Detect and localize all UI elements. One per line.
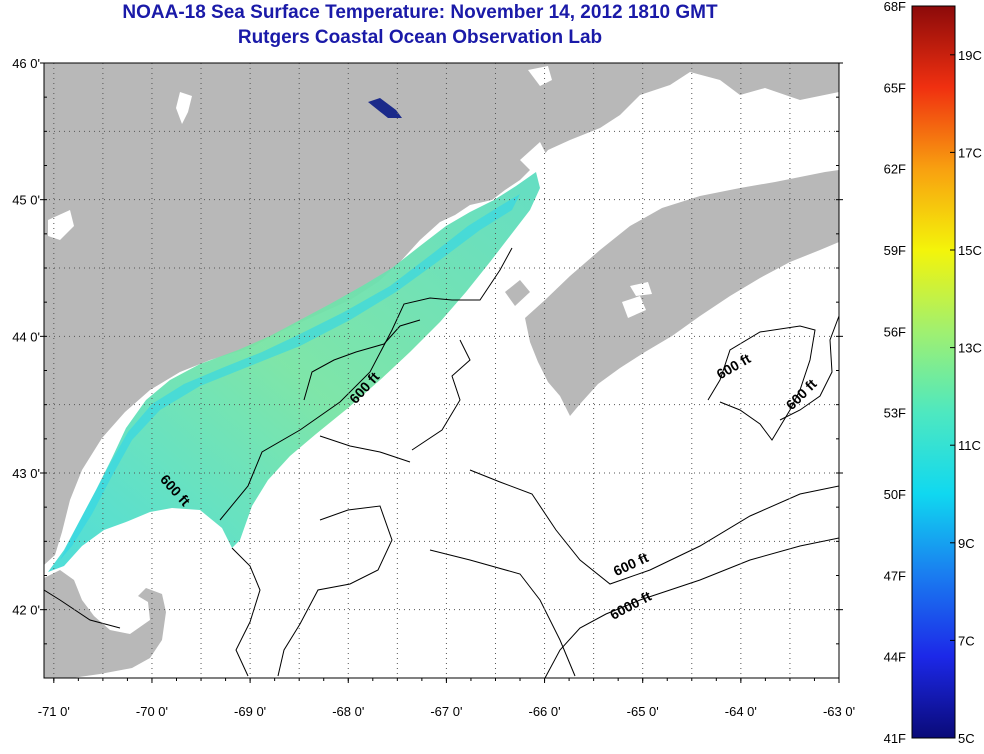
y-axis: 46 0' 45 0' 44 0' 43 0' 42 0': [12, 56, 843, 679]
land-nova-scotia: [525, 170, 839, 416]
x-tick-label: -63 0': [823, 704, 855, 719]
y-tick-label: 45 0': [12, 193, 40, 208]
y-tick-label: 44 0': [12, 329, 40, 344]
x-tick-label: -64 0': [725, 704, 757, 719]
x-tick-label: -71 0': [38, 704, 70, 719]
y-tick-label: 43 0': [12, 466, 40, 481]
x-tick-label: -66 0': [528, 704, 560, 719]
bay-of-fundy: [500, 92, 805, 310]
land-maine-newbrunswick: [44, 63, 839, 565]
x-tick-label: -67 0': [430, 704, 462, 719]
bathymetry-contours: [44, 247, 839, 678]
x-tick-label: -68 0': [332, 704, 364, 719]
land-massachusetts: [44, 570, 166, 678]
x-tick-label: -70 0': [136, 704, 168, 719]
y-tick-label: 46 0': [12, 56, 40, 71]
y-tick-label: 42 0': [12, 603, 40, 618]
x-tick-label: -69 0': [234, 704, 266, 719]
chart-subtitle: Rutgers Coastal Ocean Observation Lab: [237, 27, 603, 48]
chart-title: NOAA-18 Sea Surface Temperature: Novembe…: [122, 2, 718, 23]
x-axis: -71 0' -70 0' -69 0' -68 0' -67 0' -66 0' -65 …: [38, 678, 855, 719]
x-tick-label: -65 0': [627, 704, 659, 719]
